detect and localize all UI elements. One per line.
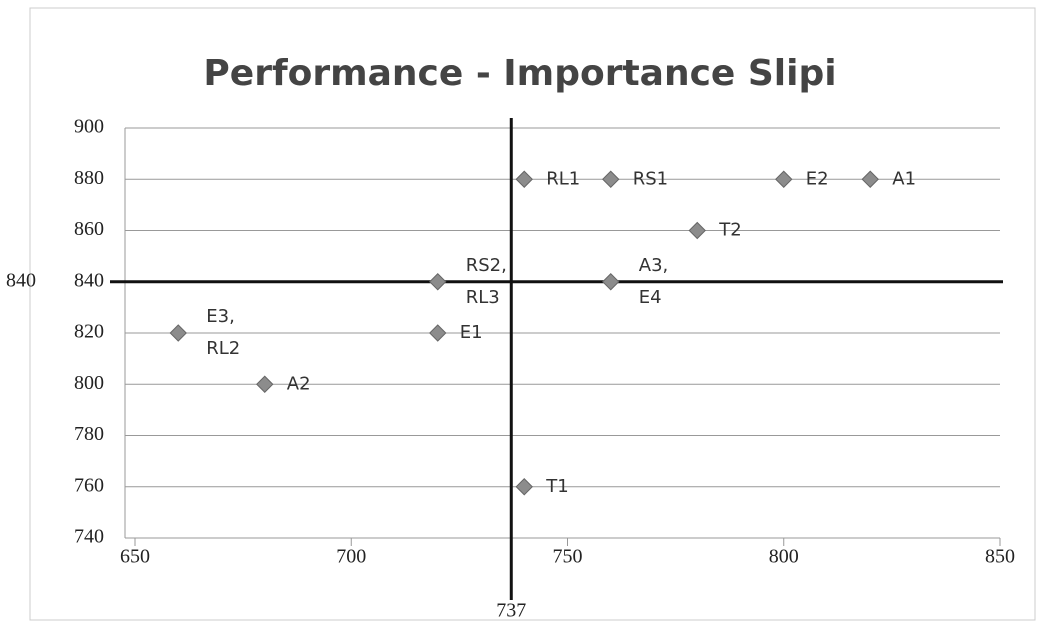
x-reference-label: 737 [496,600,526,622]
point-label: E2 [806,168,829,189]
chart-frame [30,8,1035,620]
point [603,171,619,187]
chart-title: Performance - Importance Slipi [203,53,836,94]
y-reference-label: 840 [6,269,36,291]
y-tick-label: 840 [74,269,104,291]
y-tick-label: 820 [74,321,104,343]
y-tick-label: 740 [74,526,104,548]
point-label: RL2 [206,338,240,359]
point-label: RS1 [633,168,668,189]
point [170,325,186,341]
point-label: RL1 [546,168,580,189]
point [516,479,532,495]
y-tick-label: 760 [74,474,104,496]
point-label: E3, [206,306,235,327]
point-label: E4 [639,287,662,308]
point-label: E1 [460,322,483,343]
x-tick-label: 850 [985,546,1015,568]
point-label: T2 [718,220,741,241]
point-label: A2 [287,373,311,394]
point [430,325,446,341]
point [257,376,273,392]
point [430,274,446,290]
point-label: RS2, [466,255,507,276]
point [516,171,532,187]
point [776,171,792,187]
point-label: RL3 [466,287,500,308]
x-tick-label: 700 [336,546,366,568]
point-label: A3, [639,255,669,276]
chart: Performance - Importance Slipi 740 760 780… [0,0,1045,627]
x-tick-label: 800 [769,546,799,568]
point [603,274,619,290]
point [862,171,878,187]
point [689,223,705,239]
x-tick-label: 750 [553,546,583,568]
x-tick-label: 650 [120,546,150,568]
point-label: A1 [892,168,916,189]
y-tick-label: 860 [74,218,104,240]
y-tick-label: 800 [74,372,104,394]
y-tick-label: 900 [74,116,104,138]
y-tick-label: 780 [74,423,104,445]
y-tick-label: 880 [74,167,104,189]
point-label: T1 [545,476,568,497]
